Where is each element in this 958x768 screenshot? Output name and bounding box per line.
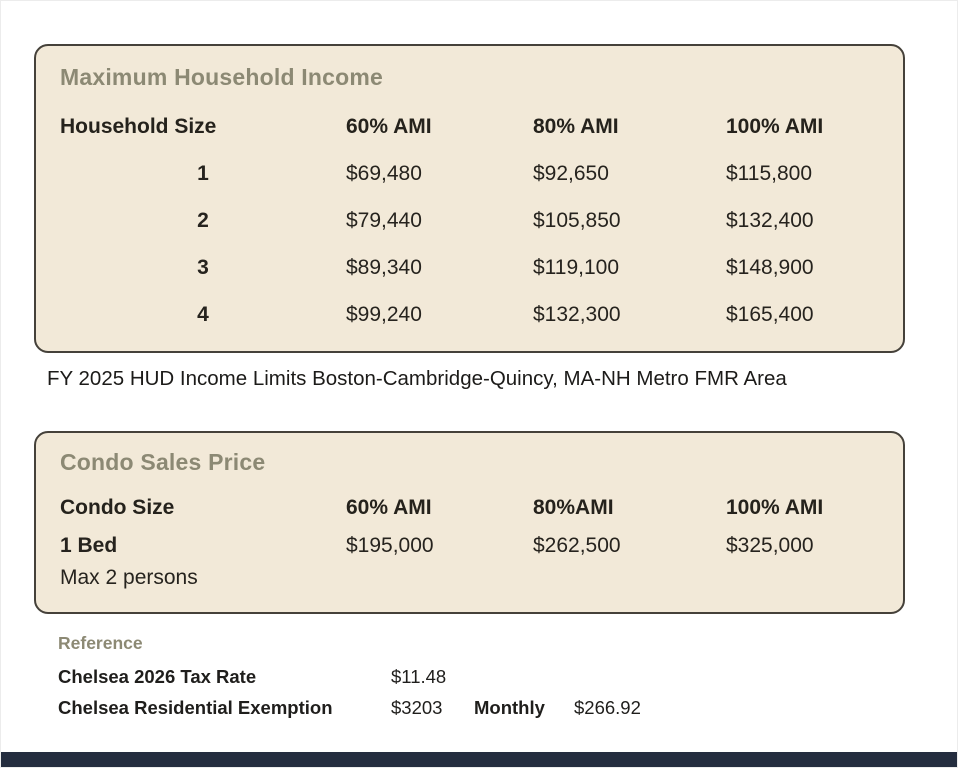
household-size-value: 2 bbox=[197, 208, 209, 232]
income-60-ami-value: $79,440 bbox=[346, 208, 422, 232]
tax-rate-label: Chelsea 2026 Tax Rate bbox=[58, 666, 257, 687]
household-size-value: 3 bbox=[197, 255, 209, 279]
income-table-row: 2 $79,440 $105,850 $132,400 bbox=[60, 197, 893, 244]
household-size-value: 1 bbox=[197, 161, 209, 185]
reference-row-exemption: Chelsea Residential Exemption $3203 Mont… bbox=[58, 697, 641, 728]
income-100-ami-value: $148,900 bbox=[726, 255, 814, 279]
condo-header-100-ami: 100% AMI bbox=[726, 496, 824, 519]
condo-occupancy-note: Max 2 persons bbox=[60, 566, 198, 589]
condo-panel-title: Condo Sales Price bbox=[60, 449, 266, 475]
condo-100-ami-price: $325,000 bbox=[726, 534, 814, 557]
reference-row-tax-rate: Chelsea 2026 Tax Rate $11.48 bbox=[58, 666, 641, 697]
condo-price-panel: Condo Sales Price Condo Size 60% AMI 80%… bbox=[34, 431, 905, 614]
exemption-value: $3203 bbox=[391, 697, 443, 718]
household-size-value: 4 bbox=[197, 302, 209, 326]
income-limits-panel: Maximum Household Income Household Size … bbox=[34, 44, 905, 353]
income-table-row: 4 $99,240 $132,300 $165,400 bbox=[60, 291, 893, 338]
income-table-row: 3 $89,340 $119,100 $148,900 bbox=[60, 244, 893, 291]
condo-table-header-row: Condo Size 60% AMI 80%AMI 100% AMI bbox=[60, 488, 893, 528]
hud-income-limits-caption: FY 2025 HUD Income Limits Boston-Cambrid… bbox=[47, 367, 787, 390]
income-table-row: 1 $69,480 $92,650 $115,800 bbox=[60, 150, 893, 197]
income-header-100-ami: 100% AMI bbox=[726, 114, 824, 138]
income-60-ami-value: $69,480 bbox=[346, 161, 422, 185]
tax-rate-value: $11.48 bbox=[391, 666, 447, 687]
income-table-header-row: Household Size 60% AMI 80% AMI 100% AMI bbox=[60, 103, 893, 150]
income-100-ami-value: $115,800 bbox=[726, 161, 813, 185]
reference-heading: Reference bbox=[58, 633, 143, 653]
income-panel-title: Maximum Household Income bbox=[60, 64, 384, 90]
condo-table-row: 1 Bed $195,000 $262,500 $325,000 bbox=[60, 528, 893, 564]
footer-accent-bar bbox=[1, 752, 957, 767]
income-60-ami-value: $89,340 bbox=[346, 255, 422, 279]
income-100-ami-value: $132,400 bbox=[726, 208, 814, 232]
condo-header-60-ami: 60% AMI bbox=[346, 496, 432, 519]
exemption-label: Chelsea Residential Exemption bbox=[58, 697, 333, 718]
income-80-ami-value: $119,100 bbox=[533, 255, 620, 279]
condo-80-ami-price: $262,500 bbox=[533, 534, 621, 557]
monthly-label: Monthly bbox=[474, 697, 545, 718]
income-header-80-ami: 80% AMI bbox=[533, 114, 619, 138]
income-header-household-size: Household Size bbox=[60, 114, 217, 138]
income-100-ami-value: $165,400 bbox=[726, 302, 814, 326]
income-80-ami-value: $92,650 bbox=[533, 161, 609, 185]
condo-size-value: 1 Bed bbox=[60, 534, 118, 557]
income-80-ami-value: $132,300 bbox=[533, 302, 621, 326]
income-header-60-ami: 60% AMI bbox=[346, 114, 432, 138]
condo-header-size: Condo Size bbox=[60, 496, 175, 519]
monthly-value: $266.92 bbox=[574, 697, 641, 718]
income-80-ami-value: $105,850 bbox=[533, 208, 621, 232]
reference-section: Reference Chelsea 2026 Tax Rate $11.48 C… bbox=[58, 633, 641, 728]
income-60-ami-value: $99,240 bbox=[346, 302, 422, 326]
condo-60-ami-price: $195,000 bbox=[346, 534, 434, 557]
condo-header-80-ami: 80%AMI bbox=[533, 496, 614, 519]
